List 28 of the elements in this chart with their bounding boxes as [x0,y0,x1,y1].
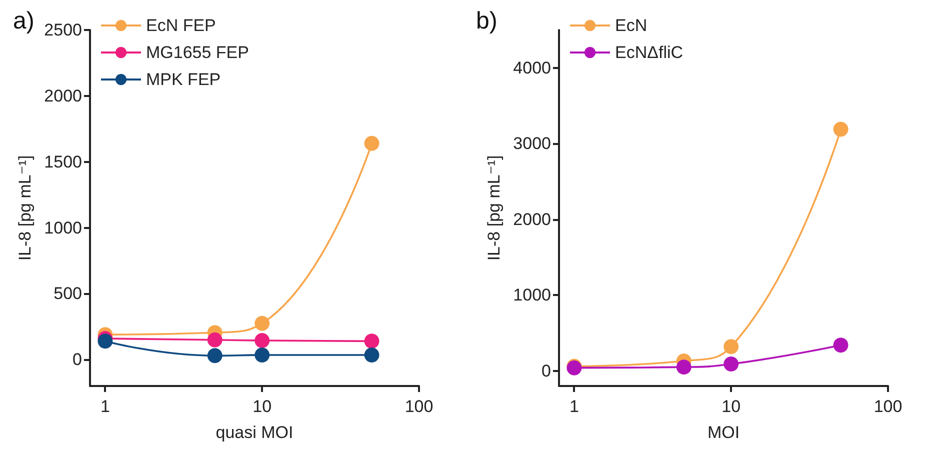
legend-label: EcNΔfliC [615,43,684,62]
y-tick-label: 1000 [44,218,82,238]
chart-title: a) [13,8,34,34]
legend-label: EcN FEP [146,16,216,35]
x-tick-label: 10 [252,397,272,416]
y-tick-label: 2000 [513,210,551,229]
legend-label: MG1655 FEP [146,43,249,62]
y-tick-label: 2500 [44,20,82,40]
y-tick-label: 0 [72,350,82,370]
legend-label: EcN [615,16,648,35]
x-tick-label: 100 [404,397,434,416]
x-tick-label: 100 [874,397,902,416]
y-tick-label: 4000 [513,58,551,78]
y-tick-label: 1500 [44,152,82,172]
y-tick-label: 0 [542,361,551,380]
x-tick-label: 10 [722,397,741,416]
y-tick-label: 3000 [513,134,551,154]
y-tick-label: 1000 [513,286,551,305]
y-tick-label: 500 [54,284,82,304]
y-tick-label: 2000 [44,86,82,106]
x-tick-label: 1 [100,397,110,416]
chart-title: b) [476,8,498,34]
x-axis-title: quasi MOI [216,423,294,442]
x-tick-label: 1 [569,397,579,416]
y-axis-title: IL-8 [pg mL⁻¹] [484,155,504,261]
x-axis-title: MOI [707,423,740,442]
y-axis-title: IL-8 [pg mL⁻¹] [15,155,34,261]
legend-label: MPK FEP [146,70,221,89]
